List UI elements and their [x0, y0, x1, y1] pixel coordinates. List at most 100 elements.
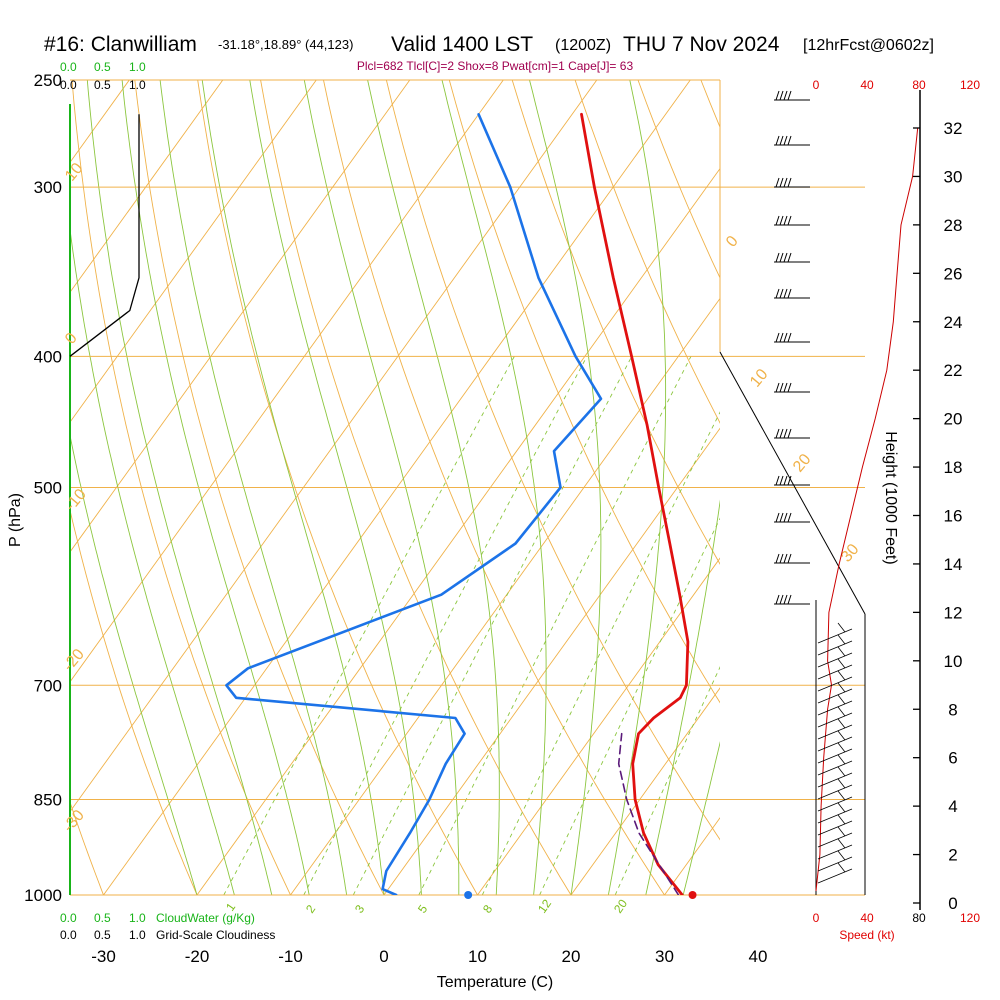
barb-flag — [787, 177, 792, 188]
cloudiness-label: Grid-Scale Cloudiness — [156, 928, 275, 942]
barb-flag — [787, 475, 792, 486]
wind-barb — [817, 778, 853, 800]
temperature-tick-label: -20 — [185, 947, 210, 966]
height-tick-label: 20 — [944, 410, 963, 429]
barb-flag — [779, 332, 784, 343]
cloud-green-bot-0: 0.0 — [60, 911, 77, 925]
speed-axis-title: Speed (kt) — [839, 928, 894, 942]
speed-axis-bottom: 0 40 80 120 Speed (kt) — [813, 911, 981, 942]
wind-barb — [817, 718, 853, 740]
barb-staff — [817, 664, 853, 680]
speed-top-1: 40 — [860, 78, 874, 92]
station-title: #16: Clanwilliam — [44, 33, 197, 56]
cloud-scale-top: 0.0 0.5 1.0 0.0 0.5 1.0 — [60, 60, 146, 92]
speed-axis-top: 0 40 80 120 — [813, 78, 981, 92]
speed-bot-3: 120 — [960, 911, 980, 925]
wind-barb — [774, 252, 810, 263]
barb-flag — [783, 90, 788, 101]
dry-adiabat — [260, 80, 572, 895]
valid-date: THU 7 Nov 2024 — [623, 33, 780, 56]
barb-flag — [837, 778, 846, 789]
wind-barb — [817, 814, 853, 836]
dry-adiabat — [574, 80, 720, 424]
height-tick-label: 2 — [948, 846, 957, 865]
dry-adiabat-label: 0 — [62, 330, 81, 348]
height-tick-label: 24 — [944, 313, 963, 332]
barb-flag — [775, 215, 780, 226]
wind-barb — [774, 428, 810, 439]
wind-panel — [719, 90, 919, 895]
cloud-black-top-0: 0.0 — [60, 78, 77, 92]
temperature-line — [580, 112, 690, 895]
barb-staff — [817, 628, 853, 644]
height-tick-label: 4 — [948, 797, 957, 816]
valid-time: Valid 1400 LST — [391, 33, 533, 56]
barb-flag — [779, 90, 784, 101]
barb-flag — [775, 594, 780, 605]
wind-barb — [774, 90, 810, 101]
wind-barb — [817, 862, 853, 884]
height-tick-label: 6 — [948, 749, 957, 768]
speed-bot-2: 80 — [912, 911, 926, 925]
isotherm — [0, 80, 36, 895]
dry-adiabat-label: -10 — [62, 486, 90, 515]
barb-flag — [837, 838, 846, 849]
barb-flag — [779, 177, 784, 188]
barb-flag — [779, 428, 784, 439]
wind-barb — [774, 215, 810, 226]
cloud-scale-bottom: 0.0 0.5 1.0 CloudWater (g/Kg) 0.0 0.5 1.… — [60, 911, 275, 942]
dry-adiabat — [197, 80, 479, 895]
wind-barb — [817, 838, 853, 860]
wind-barb — [817, 622, 853, 644]
barb-flag — [783, 428, 788, 439]
barb-flag — [837, 766, 846, 777]
barb-flag — [837, 622, 846, 633]
temperature-tick-label: -30 — [91, 947, 116, 966]
wind-barb — [774, 475, 810, 486]
barb-staff — [817, 676, 853, 692]
barb-flag — [775, 252, 780, 263]
cloud-black-top-1: 0.5 — [94, 78, 111, 92]
wind-barb — [817, 682, 853, 704]
cloudiness-profile — [69, 114, 140, 357]
barb-flag — [837, 742, 846, 753]
wind-barb — [774, 382, 810, 393]
height-tick-label: 8 — [948, 700, 957, 719]
barb-staff — [817, 844, 853, 860]
barb-staff — [817, 724, 853, 740]
dry-adiabat-label: 10 — [747, 366, 772, 391]
height-tick-label: 22 — [944, 361, 963, 380]
barb-flag — [837, 706, 846, 717]
cloudiness-line — [69, 114, 140, 357]
station-coords: -31.18°,18.89° (44,123) — [218, 37, 353, 52]
dry-adiabat-label: -30 — [60, 807, 88, 836]
moist-adiabat — [441, 80, 547, 895]
moist-adiabat — [682, 741, 720, 895]
barb-flag — [787, 288, 792, 299]
barb-flag — [783, 252, 788, 263]
surface-temperature-dot — [688, 891, 697, 899]
barb-staff — [817, 856, 853, 872]
wind-barb — [774, 177, 810, 188]
temperature-tick-label: 20 — [562, 947, 581, 966]
pressure-tick-label: 1000 — [24, 886, 62, 905]
barb-flag — [837, 826, 846, 837]
dry-adiabat-label: 20 — [790, 451, 815, 476]
barb-flag — [837, 730, 846, 741]
barb-staff — [817, 796, 853, 812]
mixing-line — [539, 517, 720, 895]
forecast-tag: [12hrFcst@0602z] — [803, 37, 934, 54]
temperature-tick-label: 30 — [655, 947, 674, 966]
barb-staff — [817, 736, 853, 752]
barb-flag — [787, 512, 792, 523]
mixing-line — [481, 411, 720, 895]
barb-flag — [779, 594, 784, 605]
x-axis-title: Temperature (C) — [437, 974, 553, 991]
barb-staff — [817, 652, 853, 668]
barb-flag — [775, 288, 780, 299]
dry-adiabat — [70, 800, 104, 895]
cloud-black-top-2: 1.0 — [129, 78, 146, 92]
